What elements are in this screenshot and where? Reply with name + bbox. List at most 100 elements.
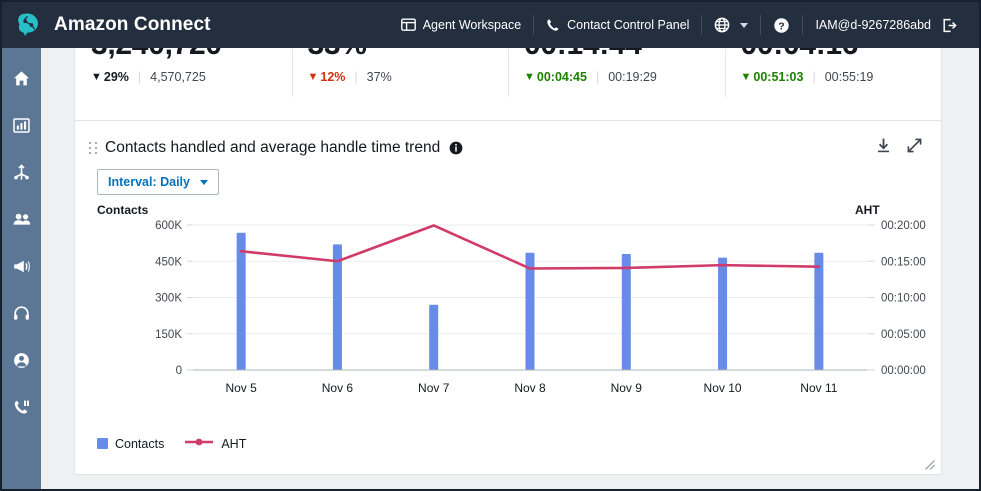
y-axis-tick-label: 600K — [155, 220, 182, 232]
legend-swatch-aht — [184, 436, 214, 451]
legend-label-contacts: Contacts — [115, 436, 165, 451]
kpi-delta-value: 00:04:45 — [536, 70, 587, 84]
legend-item-contacts[interactable]: Contacts — [97, 437, 164, 451]
x-axis-tick-label: Nov 9 — [611, 381, 643, 395]
aht-line[interactable] — [239, 224, 821, 270]
bar-nov-8[interactable] — [525, 252, 535, 370]
kpi-previous-value: 00:55:19 — [824, 70, 874, 84]
kpi-subline: ▼ 00:04:45 | 00:19:29 — [524, 70, 709, 84]
kpi-row: 3,240,720 ▼ 29% | 4,570,725 33% ▼ — [75, 48, 941, 145]
chart-legend: Contacts AHT — [97, 436, 246, 451]
kpi-divider: | — [595, 70, 600, 84]
bar-nov-10[interactable] — [718, 257, 728, 370]
y2-axis-tick-label: 00:15:00 — [881, 256, 926, 268]
phone-handset-icon — [546, 18, 560, 32]
y-axis-tick-label: 150K — [155, 329, 182, 341]
question-circle-icon: ? — [773, 17, 790, 34]
dashboard-content: 3,240,720 ▼ 29% | 4,570,725 33% ▼ — [41, 48, 979, 489]
x-axis-tick-label: Nov 5 — [225, 381, 257, 395]
arrow-down-icon: ▼ — [307, 70, 319, 83]
kpi-divider: | — [137, 70, 142, 84]
left-axis-title: Contacts — [97, 203, 149, 217]
kpi-cell-wait: 00:04:16 ▼ 00:51:03 | 00:55:19 — [724, 48, 942, 145]
chart-title: Contacts handled and average handle time… — [105, 139, 441, 156]
brand-title: Amazon Connect — [54, 14, 211, 35]
help-button[interactable]: ? — [761, 2, 802, 48]
kpi-subline: ▼ 12% | 37% — [308, 70, 493, 84]
svg-text:?: ? — [779, 20, 785, 32]
sidebar-item-agent-tools[interactable] — [2, 295, 41, 336]
chevron-down-icon — [199, 179, 208, 185]
arrow-down-icon: ▼ — [91, 70, 102, 83]
y2-axis-tick-label: 00:05:00 — [881, 329, 926, 341]
agent-workspace-link[interactable]: Agent Workspace — [389, 2, 533, 48]
kpi-value: 00:14:44 — [524, 48, 709, 63]
left-sidebar — [2, 48, 41, 489]
kpi-delta-value: 12% — [320, 70, 346, 84]
sidebar-item-account[interactable] — [2, 342, 41, 383]
sidebar-item-analytics[interactable] — [2, 107, 41, 148]
chart-card-resize-grip[interactable] — [922, 457, 936, 471]
y2-axis-tick-label: 00:00:00 — [881, 365, 926, 377]
contact-control-panel-link[interactable]: Contact Control Panel — [534, 2, 701, 48]
sidebar-item-campaigns[interactable] — [2, 248, 41, 289]
kpi-subline: ▼ 29% | 4,570,725 — [91, 70, 276, 84]
arrow-down-icon: ▼ — [740, 70, 752, 83]
download-icon[interactable] — [875, 137, 892, 159]
kpi-delta: ▼ 00:04:45 — [524, 70, 587, 84]
account-menu[interactable]: IAM@d-9267286abd — [803, 2, 969, 48]
sidebar-item-home[interactable] — [2, 60, 41, 101]
bar-nov-9[interactable] — [621, 254, 631, 370]
legend-swatch-contacts — [97, 438, 108, 449]
bar-nov-5[interactable] — [236, 232, 246, 370]
nav-divider-1 — [533, 15, 535, 35]
chart-header-actions — [875, 137, 927, 159]
kpi-value: 00:04:16 — [741, 48, 926, 63]
kpi-cell-contacts-handled: 3,240,720 ▼ 29% | 4,570,725 — [75, 48, 292, 145]
info-circle-icon[interactable] — [449, 141, 463, 155]
kpi-previous-value: 4,570,725 — [150, 70, 206, 84]
y2-axis-tick-label: 00:10:00 — [881, 293, 926, 305]
expand-diagonal-icon[interactable] — [906, 137, 923, 159]
user-circle-icon — [13, 352, 30, 374]
bar-nov-7[interactable] — [429, 304, 439, 370]
sign-out-icon[interactable] — [942, 18, 957, 33]
trend-chart: 0 150K 300K 450K 600K 00:00:00 00:05:00 00:10:0… — [155, 220, 926, 395]
top-nav-actions: Agent Workspace Contact Control Panel — [389, 2, 979, 48]
x-axis-tick-label: Nov 8 — [514, 381, 546, 395]
kpi-cell-aht: 00:14:44 ▼ 00:04:45 | 00:19:29 — [508, 48, 725, 145]
right-axis-title: AHT — [855, 203, 880, 217]
drag-handle-icon[interactable] — [87, 140, 99, 156]
interval-dropdown[interactable]: Interval: Daily — [97, 169, 219, 195]
legend-label-aht: AHT — [221, 436, 247, 451]
kpi-delta-value: 29% — [103, 70, 129, 84]
chevron-down-icon — [740, 22, 749, 28]
kpi-previous-value: 00:19:29 — [608, 70, 657, 84]
amazon-connect-logo-icon[interactable] — [10, 5, 50, 45]
phone-forward-icon — [13, 399, 30, 421]
home-icon — [13, 70, 30, 92]
kpi-delta: ▼ 12% — [308, 70, 346, 84]
account-label: IAM@d-9267286abd — [815, 18, 931, 32]
globe-icon — [714, 17, 730, 33]
top-navigation-bar: Amazon Connect Agent Workspace — [2, 2, 979, 48]
kpi-divider: | — [812, 70, 816, 84]
nav-divider-4 — [802, 15, 804, 35]
sidebar-item-users[interactable] — [2, 201, 41, 242]
kpi-value: 33% — [308, 48, 493, 63]
headset-icon — [13, 305, 30, 327]
routing-flow-icon — [13, 163, 30, 186]
legend-item-aht[interactable]: AHT — [184, 436, 246, 451]
sidebar-item-phone-numbers[interactable] — [2, 389, 41, 430]
sidebar-item-routing[interactable] — [2, 154, 41, 195]
bar-nov-6[interactable] — [332, 244, 342, 370]
contact-control-panel-label: Contact Control Panel — [567, 18, 690, 32]
chart-card-header: Contacts handled and average handle time… — [75, 121, 941, 161]
chart-card: Contacts handled and average handle time… — [74, 120, 942, 475]
kpi-value: 3,240,720 — [91, 48, 276, 63]
workspace-window-icon — [400, 18, 416, 32]
x-axis-tick-label: Nov 7 — [418, 381, 450, 395]
language-selector[interactable] — [702, 2, 760, 48]
bar-nov-11[interactable] — [814, 252, 824, 370]
